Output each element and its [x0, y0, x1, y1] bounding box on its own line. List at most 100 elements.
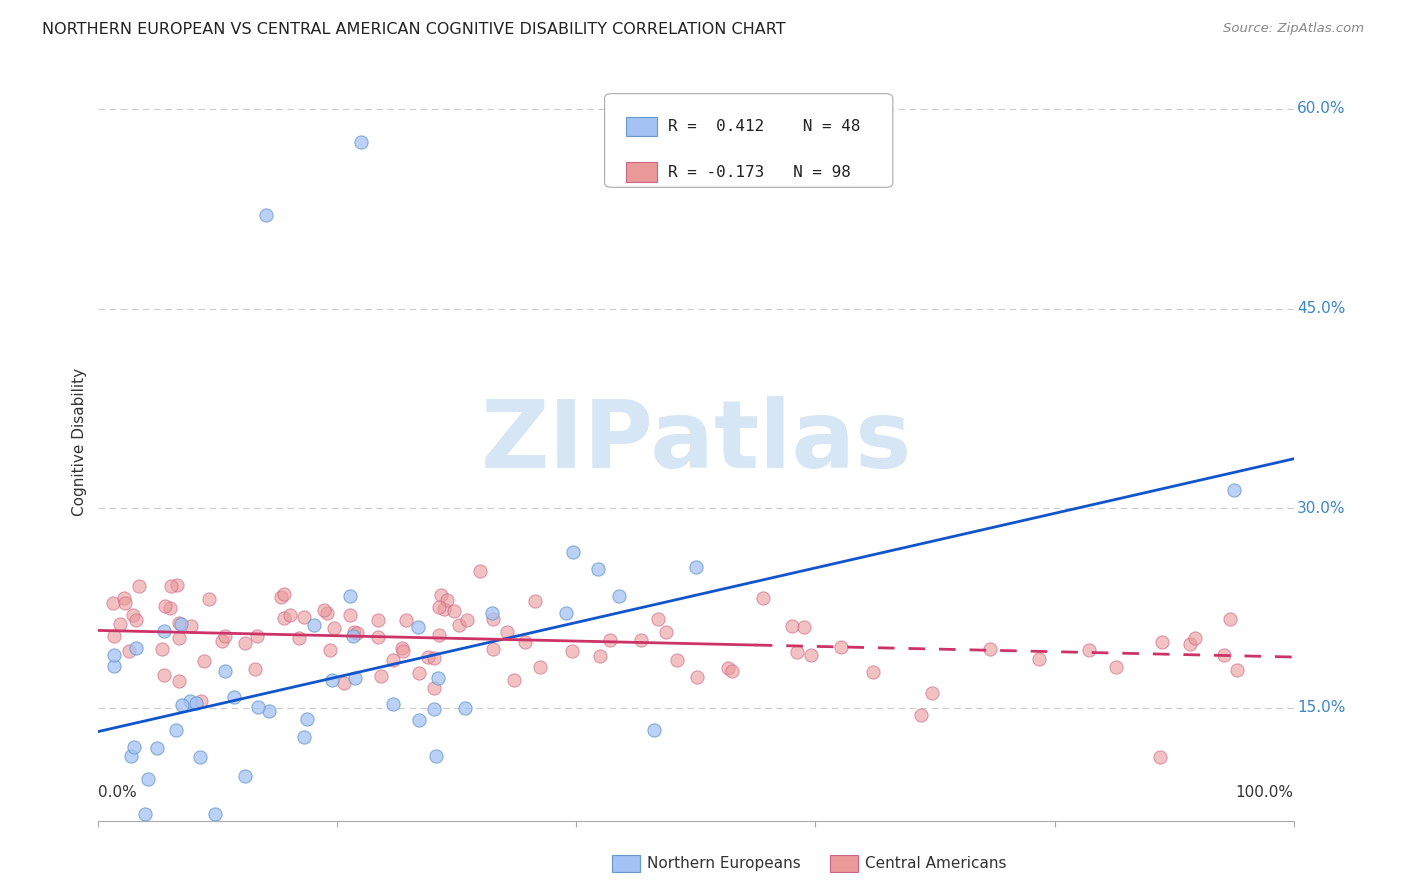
Central Americans — [456, 613, 478, 627]
Northern Europeans — [136, 772, 159, 786]
Northern Europeans — [120, 749, 142, 764]
Central Americans — [481, 641, 503, 656]
Central Americans — [322, 621, 344, 635]
Northern Europeans — [644, 723, 666, 737]
Central Americans — [367, 630, 389, 644]
Central Americans — [830, 640, 852, 655]
Northern Europeans — [259, 704, 281, 718]
Central Americans — [1219, 611, 1241, 625]
Central Americans — [167, 673, 190, 688]
Central Americans — [153, 599, 176, 614]
Central Americans — [418, 650, 440, 665]
Text: 60.0%: 60.0% — [1298, 102, 1346, 117]
Northern Europeans — [481, 606, 503, 620]
Central Americans — [495, 624, 517, 639]
Central Americans — [647, 612, 669, 626]
Central Americans — [529, 659, 551, 673]
Central Americans — [391, 644, 413, 658]
Central Americans — [270, 590, 292, 604]
Text: R =  0.412    N = 48: R = 0.412 N = 48 — [668, 120, 860, 134]
Central Americans — [370, 669, 392, 683]
Central Americans — [433, 602, 456, 616]
Central Americans — [343, 625, 366, 640]
Northern Europeans — [408, 713, 430, 727]
Central Americans — [1149, 750, 1171, 764]
Central Americans — [800, 648, 823, 662]
Central Americans — [468, 564, 491, 578]
Northern Europeans — [425, 748, 447, 763]
Central Americans — [233, 636, 256, 650]
Central Americans — [125, 613, 148, 627]
Central Americans — [686, 670, 709, 684]
Text: 100.0%: 100.0% — [1236, 785, 1294, 800]
Text: 15.0%: 15.0% — [1298, 700, 1346, 715]
Northern Europeans — [350, 135, 373, 149]
Northern Europeans — [297, 713, 319, 727]
Central Americans — [287, 631, 309, 645]
Northern Europeans — [454, 701, 477, 715]
Central Americans — [160, 579, 183, 593]
Central Americans — [153, 667, 176, 681]
Northern Europeans — [609, 589, 631, 603]
Central Americans — [245, 662, 267, 676]
Northern Europeans — [339, 589, 361, 603]
Northern Europeans — [342, 629, 364, 643]
Central Americans — [273, 587, 295, 601]
Northern Europeans — [426, 671, 449, 685]
Text: ZIPatlas: ZIPatlas — [481, 395, 911, 488]
Northern Europeans — [188, 750, 211, 764]
Central Americans — [180, 618, 202, 632]
Text: Central Americans: Central Americans — [865, 856, 1007, 871]
Central Americans — [315, 607, 337, 621]
Northern Europeans — [169, 616, 191, 631]
Central Americans — [190, 694, 212, 708]
Central Americans — [561, 644, 583, 658]
Northern Europeans — [125, 640, 148, 655]
Central Americans — [717, 661, 740, 675]
Central Americans — [1028, 652, 1050, 666]
Central Americans — [128, 579, 150, 593]
Central Americans — [346, 626, 368, 640]
Central Americans — [152, 642, 174, 657]
Northern Europeans — [134, 807, 156, 822]
Central Americans — [921, 686, 943, 700]
Central Americans — [1078, 642, 1101, 657]
Central Americans — [752, 591, 775, 605]
Y-axis label: Cognitive Disability: Cognitive Disability — [72, 368, 87, 516]
Central Americans — [599, 633, 621, 648]
Central Americans — [721, 664, 744, 678]
Central Americans — [278, 607, 301, 622]
Central Americans — [513, 635, 536, 649]
Central Americans — [339, 607, 361, 622]
Central Americans — [112, 591, 135, 605]
Central Americans — [273, 611, 295, 625]
Text: Source: ZipAtlas.com: Source: ZipAtlas.com — [1223, 22, 1364, 36]
Northern Europeans — [382, 697, 405, 711]
Central Americans — [427, 600, 450, 615]
Northern Europeans — [321, 673, 343, 688]
Text: 30.0%: 30.0% — [1298, 500, 1346, 516]
Text: NORTHERN EUROPEAN VS CENTRAL AMERICAN COGNITIVE DISABILITY CORRELATION CHART: NORTHERN EUROPEAN VS CENTRAL AMERICAN CO… — [42, 22, 786, 37]
Central Americans — [502, 673, 524, 687]
Central Americans — [382, 652, 405, 666]
Central Americans — [447, 617, 470, 632]
Central Americans — [103, 596, 125, 610]
Central Americans — [114, 596, 136, 610]
Northern Europeans — [179, 693, 201, 707]
Northern Europeans — [172, 698, 194, 712]
Central Americans — [786, 645, 808, 659]
Central Americans — [166, 578, 188, 592]
Central Americans — [1184, 632, 1206, 646]
Northern Europeans — [224, 690, 246, 705]
Northern Europeans — [586, 562, 609, 576]
Central Americans — [589, 649, 612, 664]
Central Americans — [122, 607, 145, 622]
Central Americans — [159, 601, 181, 615]
Northern Europeans — [302, 618, 325, 632]
Central Americans — [862, 665, 884, 679]
Central Americans — [312, 602, 335, 616]
Text: R = -0.173   N = 98: R = -0.173 N = 98 — [668, 165, 851, 179]
Central Americans — [443, 604, 465, 618]
Northern Europeans — [246, 700, 269, 714]
Northern Europeans — [214, 664, 236, 678]
